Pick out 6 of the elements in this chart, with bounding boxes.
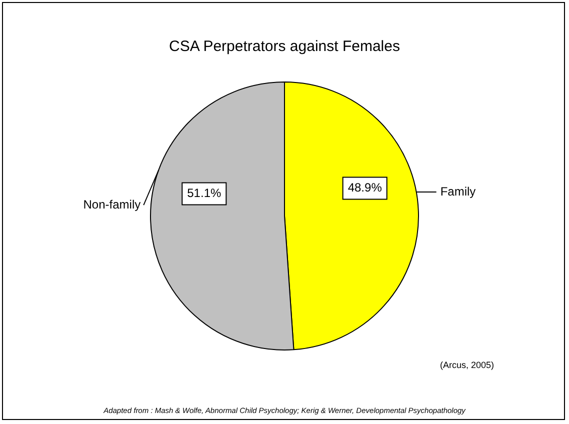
data-label: 51.1% [187, 186, 222, 200]
slice-label: Non-family [83, 197, 141, 212]
text: (Arcus, 2005) [440, 360, 494, 370]
chart-title: CSA Perpetrators against Females [169, 38, 400, 56]
data-label: 48.9% [348, 180, 382, 195]
slice-label: Family [440, 184, 476, 198]
